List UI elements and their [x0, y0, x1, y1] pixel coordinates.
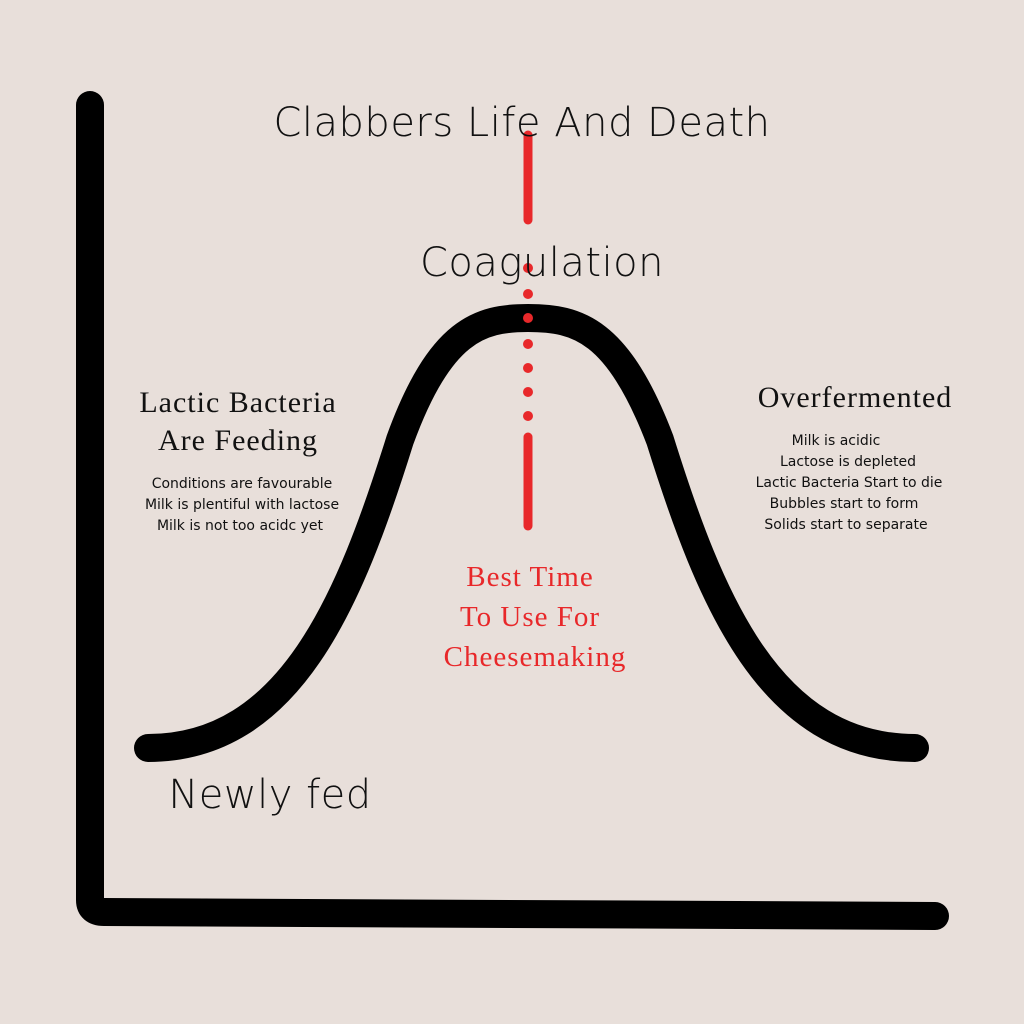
- axes: [76, 91, 949, 930]
- best-time: To Use For: [460, 601, 600, 633]
- marker-dot: [523, 313, 533, 323]
- best-time: Best Time: [466, 561, 593, 593]
- overfermented-heading: Overfermented: [758, 381, 953, 414]
- title: Clabbers Life And Death: [273, 100, 770, 146]
- best-time: Cheesemaking: [444, 641, 627, 673]
- overfermented-note: Milk is acidic: [792, 433, 881, 449]
- marker-dot: [523, 363, 533, 373]
- marker-dot: [523, 339, 533, 349]
- feeding-note: Conditions are favourable: [152, 476, 333, 492]
- feeding-note: Milk is plentiful with lactose: [145, 497, 339, 513]
- marker-dot: [523, 289, 533, 299]
- peak-label: Coagulation: [420, 240, 664, 286]
- peak-marker: [523, 130, 533, 531]
- start-label: Newly fed: [168, 772, 371, 818]
- marker-dot: [523, 411, 533, 421]
- feeding-note: Milk is not too acidc yet: [157, 518, 324, 534]
- overfermented-note: Bubbles start to form: [770, 496, 919, 512]
- overfermented-note: Solids start to separate: [764, 517, 927, 533]
- marker-dot: [523, 263, 533, 273]
- marker-dot: [523, 387, 533, 397]
- feeding-heading: Are Feeding: [158, 424, 318, 457]
- overfermented-note: Lactose is depleted: [780, 454, 916, 470]
- overfermented-note: Lactic Bacteria Start to die: [756, 475, 943, 491]
- feeding-heading: Lactic Bacteria: [139, 386, 336, 419]
